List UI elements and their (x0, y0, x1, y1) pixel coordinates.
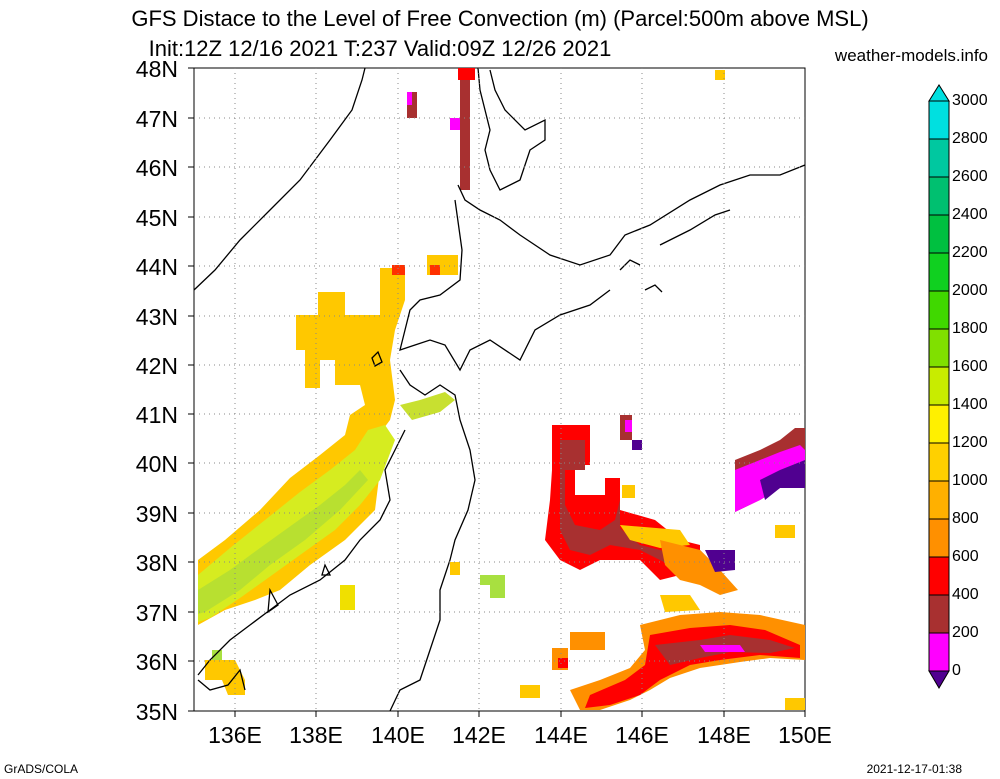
lat-label: 35N (135, 699, 178, 725)
colorbar-label: 2800 (952, 130, 988, 147)
lon-label: 148E (697, 722, 751, 748)
colorbar-label: 0 (952, 662, 961, 679)
graticule (194, 68, 805, 711)
colorbar-label: 1400 (952, 396, 988, 413)
lon-label: 150E (778, 722, 832, 748)
lat-label: 42N (135, 353, 178, 379)
lat-label: 39N (135, 501, 178, 527)
colorbar-label: 1600 (952, 358, 988, 375)
coastlines (193, 67, 806, 712)
map-frame (193, 67, 806, 712)
lat-label: 47N (135, 106, 178, 132)
colorbar-label: 2000 (952, 282, 988, 299)
colorbar-label: 600 (952, 548, 979, 565)
lon-label: 146E (615, 722, 669, 748)
lon-label: 140E (371, 722, 425, 748)
lon-label: 144E (534, 722, 588, 748)
colorbar-label: 2200 (952, 244, 988, 261)
lat-label: 44N (135, 254, 178, 280)
colorbar-label: 3000 (952, 92, 988, 109)
lat-label: 41N (135, 402, 178, 428)
lat-label: 43N (135, 304, 178, 330)
generation-timestamp: 2021-12-17-01:38 (866, 762, 962, 776)
colorbar-label: 1200 (952, 434, 988, 451)
colorbar-label: 400 (952, 586, 979, 603)
lat-label: 37N (135, 600, 178, 626)
colorbar-label: 2400 (952, 206, 988, 223)
colorbar-label: 1800 (952, 320, 988, 337)
ticks (188, 67, 806, 717)
colorbar (928, 84, 950, 689)
lon-label: 142E (452, 722, 506, 748)
lat-label: 46N (135, 155, 178, 181)
lat-label: 36N (135, 649, 178, 675)
software-credit: GrADS/COLA (4, 762, 79, 776)
map-subtitle: Init:12Z 12/16 2021 T:237 Valid:09Z 12/2… (148, 36, 612, 61)
lat-label: 38N (135, 550, 178, 576)
colorbar-label: 1000 (952, 472, 988, 489)
colorbar-label: 200 (952, 624, 979, 641)
site-name: weather-models.info (834, 46, 988, 65)
colorbar-label: 2600 (952, 168, 988, 185)
lon-label: 136E (208, 722, 262, 748)
map-title: GFS Distace to the Level of Free Convect… (131, 6, 869, 31)
lon-label: 138E (289, 722, 343, 748)
lat-label: 40N (135, 451, 178, 477)
lat-label: 45N (135, 205, 178, 231)
lfc-shading (198, 68, 805, 710)
lat-label: 48N (135, 56, 178, 82)
colorbar-label: 800 (952, 510, 979, 527)
